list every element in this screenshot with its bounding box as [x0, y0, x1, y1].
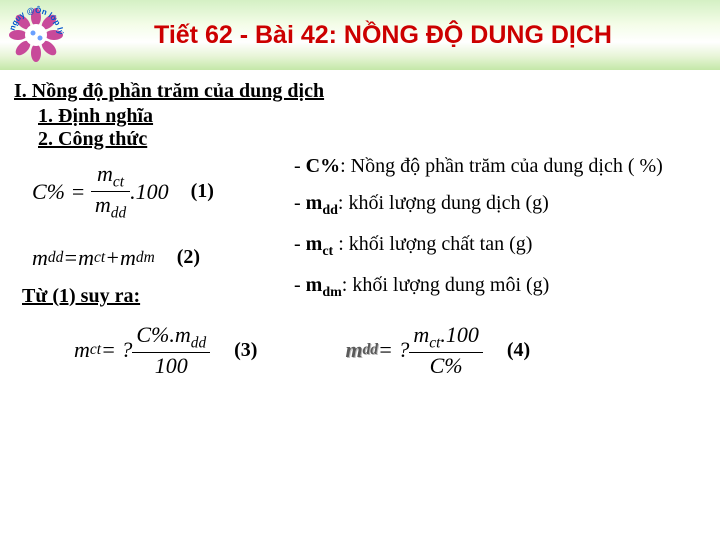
header-band: nguy @Ôn lớp lý thuột một Tiết 62 - Bài …: [0, 0, 720, 70]
eq2-label: (2): [177, 246, 200, 269]
equation-3: mct = ? C%.mdd 100: [74, 322, 210, 379]
logo-badge: nguy @Ôn lớp lý thuột một: [6, 5, 66, 65]
def-c-percent: - C%: Nồng độ phần trăm của dung dịch ( …: [294, 155, 663, 178]
def-mdd: - mdd: khối lượng dung dịch (g): [294, 192, 663, 219]
eq1-label: (1): [191, 180, 214, 203]
eq1-tail: .100: [130, 179, 169, 205]
eq3-label: (3): [234, 339, 257, 362]
derived-equations: mct = ? C%.mdd 100 (3) mdd = ? mct.100 C…: [74, 322, 706, 379]
eq1-fraction: mct mdd: [91, 161, 130, 223]
logo-flower-icon: nguy @Ôn lớp lý thuột một: [6, 5, 66, 65]
eq4-label: (4): [507, 339, 530, 362]
lesson-title: Tiết 62 - Bài 42: NỒNG ĐỘ DUNG DỊCH: [66, 21, 720, 50]
def-mct: - mct : khối lượng chất tan (g): [294, 233, 663, 260]
equation-4: mdd = ? mct.100 C%: [345, 322, 482, 379]
definitions-list: - C%: Nồng độ phần trăm của dung dịch ( …: [294, 141, 663, 315]
eq1-lhs: C% =: [32, 179, 85, 205]
eq3-fraction: C%.mdd 100: [132, 322, 210, 379]
formula-area: - C%: Nồng độ phần trăm của dung dịch ( …: [14, 161, 706, 271]
content-area: I. Nồng độ phần trăm của dung dịch 1. Đị…: [0, 70, 720, 379]
eq4-fraction: mct.100 C%: [409, 322, 483, 379]
section-heading: I. Nồng độ phần trăm của dung dịch: [14, 80, 706, 103]
def-mdm: - mdm: khối lượng dung môi (g): [294, 274, 663, 301]
subheading-1: 1. Định nghĩa: [38, 105, 706, 128]
